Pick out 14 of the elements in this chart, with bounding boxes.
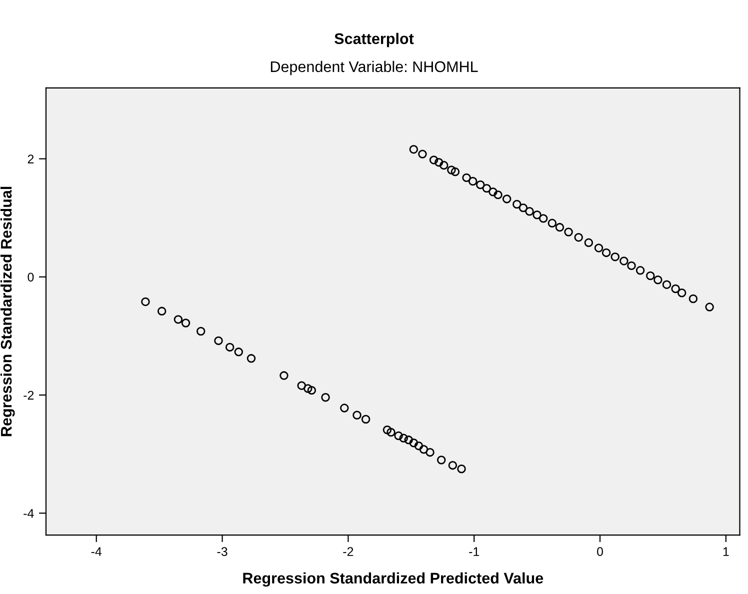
x-tick-label: -2 xyxy=(343,547,354,556)
x-tick-label: 1 xyxy=(723,547,729,556)
x-axis-title: Regression Standardized Predicted Value xyxy=(243,572,544,587)
chart-subtitle: Dependent Variable: NHOMHL xyxy=(270,60,478,76)
y-tick-label: 2 xyxy=(28,154,34,164)
x-tick-label: -4 xyxy=(91,547,102,556)
y-axis-title: Regression Standardized Residual xyxy=(0,186,15,436)
y-tick-label: -2 xyxy=(24,390,34,400)
x-tick-label: -1 xyxy=(469,547,480,556)
x-tick-label: 0 xyxy=(597,547,603,556)
y-tick-label: 0 xyxy=(28,272,34,282)
chart-title: Scatterplot xyxy=(334,32,414,48)
x-tick-label: -3 xyxy=(217,547,228,556)
y-tick-label: -4 xyxy=(24,509,34,518)
